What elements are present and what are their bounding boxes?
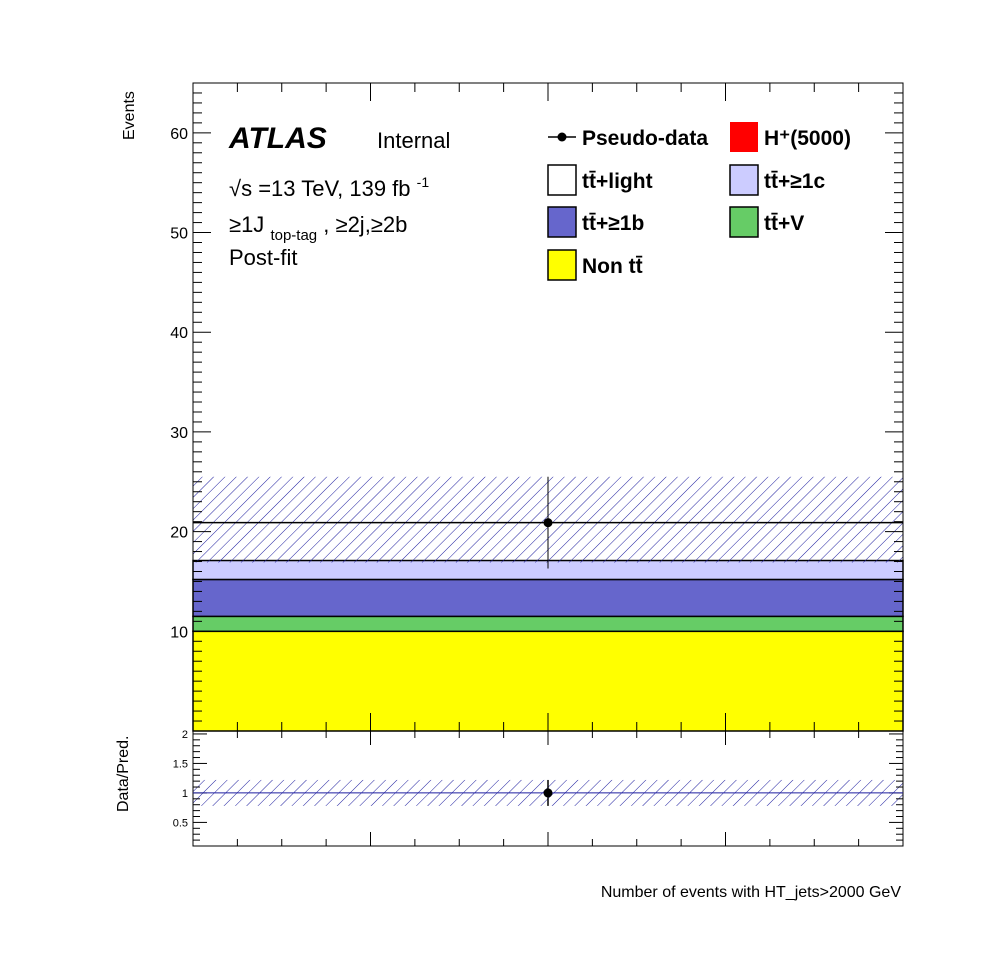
ratio-tick-label: 2	[182, 729, 188, 741]
y-tick-label: 40	[170, 325, 188, 342]
ratio-tick-label: 1	[182, 788, 188, 800]
y-tick-label: 20	[170, 525, 188, 542]
ratio-data-overlay	[193, 779, 903, 806]
region-label: ≥1J top-tag , ≥2j,≥2b	[229, 212, 407, 245]
legend-label-2: tt̄+light	[582, 170, 653, 193]
legend-label-5: tt̄+V	[764, 212, 804, 235]
legend-swatch-2	[547, 164, 577, 196]
x-axis-title: Number of events with HT_jets>2000 GeV	[601, 884, 901, 901]
legend-label-6: Non tt̄	[582, 255, 643, 278]
legend-swatch-4	[547, 206, 577, 238]
region-jet-text: ≥1J	[229, 212, 264, 237]
fit-label: Post-fit	[229, 245, 297, 270]
legend-swatch-1	[730, 122, 758, 152]
data-point	[543, 518, 553, 528]
main-data-overlay	[193, 476, 903, 569]
y-tick-label: 50	[170, 226, 188, 243]
y-tick-label: 10	[170, 624, 188, 641]
y-tick-label: 60	[170, 126, 188, 143]
legend-label-1: H⁺(5000)	[764, 127, 851, 150]
region-subscript: top-tag	[270, 227, 317, 244]
y-tick-label: 30	[170, 425, 188, 442]
ratio-y-axis-title: Data/Pred.	[115, 736, 132, 812]
lumi-exponent: -1	[417, 174, 430, 190]
atlas-label: ATLAS	[228, 122, 327, 155]
y-axis-title: Events	[121, 91, 138, 140]
stack-bar-1	[192, 615, 904, 633]
ratio-point	[543, 788, 553, 798]
legend-label-4: tt̄+≥1b	[582, 212, 644, 235]
legend-swatch-5	[729, 206, 759, 238]
legend-swatch-3	[729, 164, 759, 196]
main-stack-bars	[192, 559, 904, 732]
internal-label: Internal	[377, 128, 450, 153]
legend-swatch-6	[547, 249, 577, 281]
region-rest-text: , ≥2j,≥2b	[323, 212, 407, 237]
legend-label-0: Pseudo-data	[582, 127, 708, 150]
legend-data-marker	[557, 132, 567, 142]
energy-lumi-label: √s =13 TeV, 139 fb -1	[229, 174, 429, 201]
legend: Pseudo-data H⁺(5000) tt̄+light tt̄+≥1c tt̄+≥…	[547, 122, 851, 281]
energy-text: =13 TeV, 139 fb	[258, 176, 410, 201]
ratio-tick-label: 0.5	[173, 817, 188, 829]
legend-label-3: tt̄+≥1c	[764, 170, 825, 193]
ratio-axis-ticks: 0.5 1 1.5 2	[173, 729, 904, 846]
ratio-tick-label: 1.5	[173, 758, 188, 770]
sqrt-s-symbol: √s	[229, 176, 252, 201]
ratio-plot-frame	[192, 730, 904, 847]
stack-bar-2	[192, 578, 904, 618]
